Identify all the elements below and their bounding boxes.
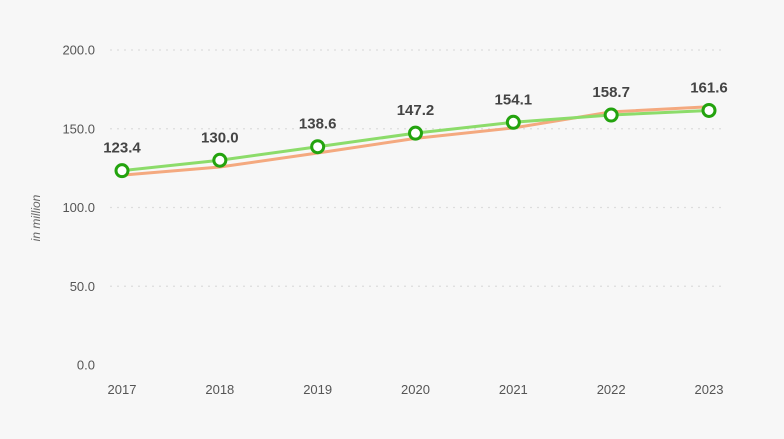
y-tick-label: 150.0 — [62, 121, 95, 136]
x-tick-label: 2023 — [695, 382, 724, 397]
data-point[interactable] — [603, 107, 619, 123]
x-axis-ticks: 2017 2018 2019 2020 2021 2022 2023 — [108, 382, 724, 397]
data-point[interactable] — [310, 139, 326, 155]
x-tick-label: 2018 — [205, 382, 234, 397]
data-label: 154.1 — [495, 91, 533, 108]
data-label: 161.6 — [690, 79, 728, 96]
data-label: 158.7 — [592, 84, 630, 101]
y-tick-label: 200.0 — [62, 43, 95, 58]
data-label: 138.6 — [299, 116, 337, 133]
x-tick-label: 2021 — [499, 382, 528, 397]
data-point[interactable] — [408, 125, 423, 141]
data-label: 130.0 — [201, 129, 239, 146]
x-tick-label: 2017 — [108, 382, 137, 397]
data-labels: 123.4 130.0 138.6 147.2 154.1 158.7 161.6 — [103, 79, 728, 156]
data-label: 123.4 — [103, 140, 141, 157]
data-point[interactable] — [505, 114, 521, 130]
y-axis-ticks: 0.0 50.0 100.0 150.0 200.0 — [62, 43, 95, 373]
data-label: 147.2 — [397, 102, 435, 119]
y-tick-label: 100.0 — [62, 200, 95, 215]
data-point[interactable] — [212, 152, 228, 168]
y-axis-label: in million — [29, 194, 43, 241]
y-tick-label: 50.0 — [70, 279, 95, 294]
data-markers — [114, 102, 717, 179]
x-tick-label: 2019 — [303, 382, 332, 397]
x-tick-label: 2022 — [597, 382, 626, 397]
data-point[interactable] — [701, 102, 717, 118]
y-tick-label: 0.0 — [77, 358, 95, 373]
data-point[interactable] — [114, 163, 130, 179]
x-tick-label: 2020 — [401, 382, 430, 397]
